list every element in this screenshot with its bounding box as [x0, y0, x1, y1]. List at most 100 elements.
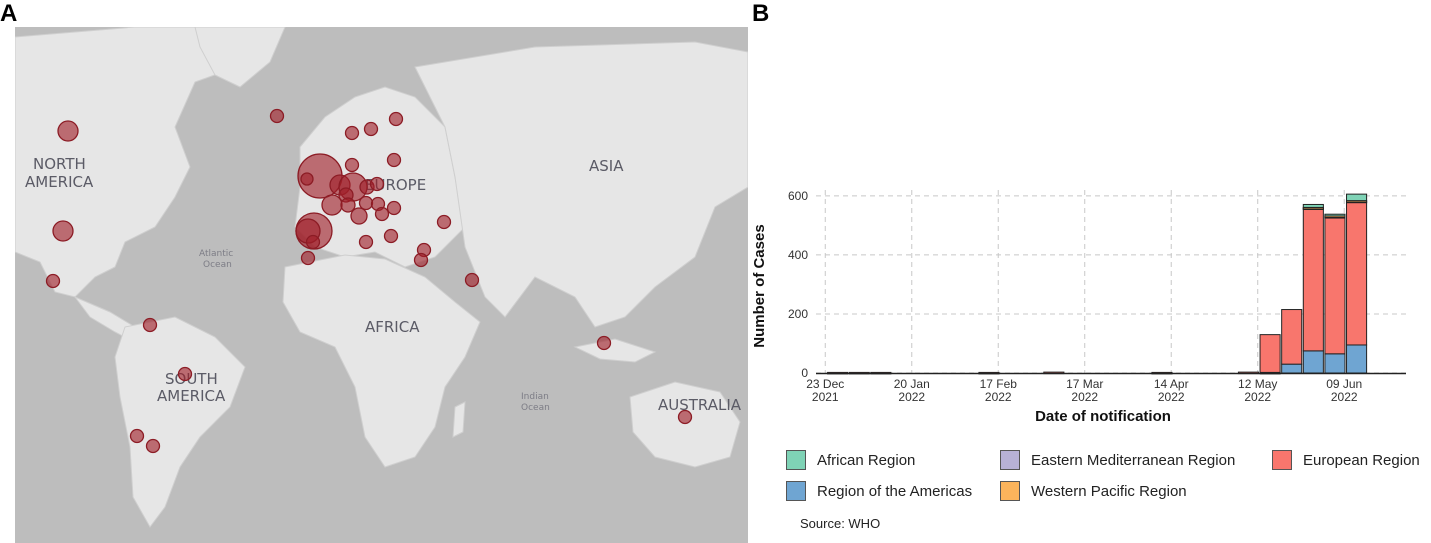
x-tick-label: 20 Jan [894, 377, 930, 391]
x-tick-label: 2022 [1158, 390, 1185, 404]
case-bubble [350, 207, 368, 225]
x-tick-label: 12 May [1238, 377, 1277, 391]
case-bubble [436, 214, 452, 230]
case-bubble [45, 273, 61, 289]
y-tick-label: 200 [788, 307, 808, 321]
x-axis-title: Date of notification [1035, 408, 1171, 425]
x-tick-label: 2022 [1071, 390, 1098, 404]
label-asia: ASIA [589, 157, 624, 175]
case-bubble [386, 152, 402, 168]
bar-segment [1259, 334, 1281, 373]
x-tick-label: 23 Dec [806, 377, 844, 391]
bar-segment [1324, 353, 1346, 374]
panel-a-label: A [0, 0, 18, 27]
chart-bars [827, 193, 1368, 375]
label-north-america-2: AMERICA [25, 173, 94, 191]
legend-label-americas: Region of the Americas [817, 482, 973, 500]
source-note: Source: WHO [800, 516, 881, 531]
africa-landmass [282, 254, 481, 468]
label-atlantic-1: Atlantic [199, 249, 233, 259]
bar-segment [1302, 203, 1324, 208]
case-bubble [369, 176, 385, 192]
legend-item-americas: Region of the Americas [786, 481, 972, 501]
case-bubble [52, 220, 74, 242]
label-south-america-2: AMERICA [157, 387, 226, 405]
label-africa: AFRICA [365, 318, 420, 336]
bar-segment [1346, 344, 1368, 374]
y-tick-label: 600 [788, 189, 808, 203]
bar-segment [1281, 309, 1303, 365]
case-chart: 0 200 400 600 23 Dec 2021 20 Jan 2022 17 Feb 2022… [750, 180, 1431, 440]
case-bubble [363, 121, 379, 137]
greenland-landmass [194, 27, 286, 88]
legend-label-western-pacific: Western Pacific Region [1031, 482, 1187, 500]
case-bubble [413, 252, 429, 268]
case-bubble [305, 234, 321, 250]
indonesia-landmass [573, 338, 657, 363]
chart-legend: African Region Eastern Mediterranean Reg… [786, 446, 1426, 516]
case-bubble [57, 120, 79, 142]
case-bubble [145, 438, 161, 454]
south-america-landmass [114, 316, 246, 528]
legend-label-european: European Region [1303, 451, 1420, 469]
bar-segment [1346, 193, 1368, 202]
case-bubble [677, 409, 693, 425]
world-map: NORTH AMERICA SOUTH AMERICA EUROPE ASIA … [15, 27, 748, 543]
label-australia: AUSTRALIA [658, 396, 742, 414]
x-tick-label: 14 Apr [1154, 377, 1189, 391]
legend-swatch-western-pacific [1000, 481, 1020, 501]
panel-b-label: B [752, 0, 770, 27]
bar-segment [1324, 216, 1346, 355]
label-north-america-1: NORTH [33, 155, 86, 173]
case-bubble [358, 195, 374, 211]
label-indian-2: Ocean [521, 403, 550, 413]
x-tick-label: 17 Feb [980, 377, 1018, 391]
legend-swatch-african [786, 450, 806, 470]
case-bubble [388, 111, 404, 127]
legend-label-eastern-mediterranean: Eastern Mediterranean Region [1031, 451, 1236, 469]
bar-segment [1346, 201, 1368, 346]
y-tick-label: 400 [788, 248, 808, 262]
case-bubble [300, 172, 314, 186]
case-bubble [358, 234, 374, 250]
bar-segment [1302, 350, 1324, 374]
x-tick-label: 09 Jun [1326, 377, 1362, 391]
case-bubble [300, 250, 316, 266]
case-bubble [344, 125, 360, 141]
y-axis-title: Number of Cases [751, 224, 768, 347]
legend-item-african: African Region [786, 450, 915, 470]
legend-item-western-pacific: Western Pacific Region [1000, 481, 1187, 501]
legend-item-european: European Region [1272, 450, 1420, 470]
bar-segment [1324, 213, 1346, 217]
madagascar-landmass [452, 401, 466, 438]
legend-swatch-americas [786, 481, 806, 501]
case-bubble [344, 157, 360, 173]
legend-swatch-eastern-mediterranean [1000, 450, 1020, 470]
world-map-svg: NORTH AMERICA SOUTH AMERICA EUROPE ASIA … [15, 27, 748, 528]
case-bubble [464, 272, 480, 288]
case-bubble [177, 366, 193, 382]
case-bubble [340, 197, 356, 213]
y-tick-label: 0 [801, 366, 808, 380]
bar-segment [1302, 208, 1324, 352]
label-indian-1: Indian [521, 392, 549, 402]
case-bubble [596, 335, 612, 351]
x-tick-label: 2022 [985, 390, 1012, 404]
case-bubble [374, 206, 390, 222]
case-bubble [269, 108, 285, 124]
asia-landmass [414, 41, 748, 328]
legend-label-african: African Region [817, 451, 916, 469]
case-bubble [383, 228, 399, 244]
australia-landmass [629, 381, 741, 468]
case-bubble [386, 200, 402, 216]
x-tick-label: 2022 [898, 390, 925, 404]
case-bubbles [45, 108, 693, 454]
legend-swatch-european [1272, 450, 1292, 470]
bar-segment [1281, 363, 1303, 374]
x-tick-label: 2022 [1244, 390, 1271, 404]
x-tick-label: 2021 [812, 390, 839, 404]
legend-item-eastern-mediterranean: Eastern Mediterranean Region [1000, 450, 1235, 470]
label-atlantic-2: Ocean [203, 260, 232, 270]
